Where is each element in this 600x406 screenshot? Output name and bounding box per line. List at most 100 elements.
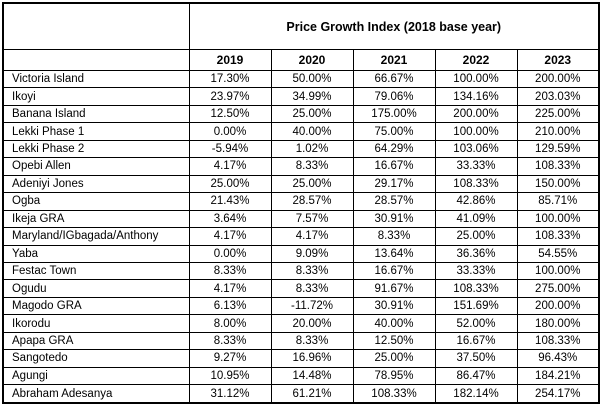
value-cell: 23.97%: [188, 87, 272, 106]
area-cell: Ikeja GRA: [2, 209, 190, 229]
value-cell: 16.96%: [270, 349, 354, 368]
value-cell: 31.12%: [188, 384, 272, 404]
value-cell: 210.00%: [516, 122, 600, 141]
value-cell: 200.00%: [516, 69, 600, 89]
value-cell: 108.33%: [434, 279, 518, 298]
value-cell: 25.00%: [434, 227, 518, 246]
value-cell: 8.33%: [352, 227, 436, 246]
value-cell: 103.06%: [434, 139, 518, 159]
value-cell: 108.33%: [352, 384, 436, 404]
area-cell: Ikorodu: [2, 314, 190, 333]
value-cell: 8.33%: [270, 261, 354, 281]
value-cell: 64.29%: [352, 139, 436, 159]
value-cell: 29.17%: [352, 174, 436, 194]
table-row: Lekki Phase 2 -5.94% 1.02% 64.29% 103.06% 12…: [2, 139, 600, 159]
area-cell: Maryland/IGbagada/Anthony: [2, 227, 190, 246]
value-cell: 129.59%: [516, 139, 600, 159]
value-cell: -5.94%: [188, 139, 272, 159]
value-cell: 85.71%: [516, 192, 600, 211]
value-cell: 108.33%: [516, 157, 600, 176]
value-cell: 52.00%: [434, 314, 518, 333]
year-header: 2020: [270, 49, 354, 71]
value-cell: 16.67%: [352, 157, 436, 176]
value-cell: 100.00%: [516, 209, 600, 229]
value-cell: 6.13%: [188, 296, 272, 316]
value-cell: 4.17%: [188, 279, 272, 298]
value-cell: 30.91%: [352, 296, 436, 316]
value-cell: 108.33%: [516, 227, 600, 246]
value-cell: 33.33%: [434, 261, 518, 281]
value-cell: 37.50%: [434, 349, 518, 368]
area-cell: Apapa GRA: [2, 331, 190, 351]
value-cell: 40.00%: [270, 122, 354, 141]
value-cell: 184.21%: [516, 366, 600, 386]
value-cell: 3.64%: [188, 209, 272, 229]
value-cell: 16.67%: [434, 331, 518, 351]
value-cell: 8.33%: [188, 331, 272, 351]
area-cell: Lekki Phase 2: [2, 139, 190, 159]
value-cell: 8.33%: [270, 279, 354, 298]
value-cell: 1.02%: [270, 139, 354, 159]
year-header: 2019: [188, 49, 272, 71]
table-row: Ogudu 4.17% 8.33% 91.67% 108.33% 275.00%: [2, 279, 600, 298]
area-cell: Festac Town: [2, 261, 190, 281]
value-cell: 20.00%: [270, 314, 354, 333]
value-cell: 41.09%: [434, 209, 518, 229]
value-cell: 34.99%: [270, 87, 354, 106]
value-cell: 96.43%: [516, 349, 600, 368]
value-cell: -11.72%: [270, 296, 354, 316]
table-row: Festac Town 8.33% 8.33% 16.67% 33.33% 100.00…: [2, 261, 600, 281]
value-cell: 9.09%: [270, 244, 354, 263]
table-row: Apapa GRA 8.33% 8.33% 12.50% 16.67% 108.33%: [2, 331, 600, 351]
value-cell: 8.33%: [188, 261, 272, 281]
value-cell: 12.50%: [352, 331, 436, 351]
table-row: Ogba 21.43% 28.57% 28.57% 42.86% 85.71%: [2, 192, 600, 211]
value-cell: 40.00%: [352, 314, 436, 333]
table-row: Yaba 0.00% 9.09% 13.64% 36.36% 54.55%: [2, 244, 600, 263]
value-cell: 100.00%: [434, 122, 518, 141]
value-cell: 182.14%: [434, 384, 518, 404]
area-cell: Opebi Allen: [2, 157, 190, 176]
value-cell: 100.00%: [516, 261, 600, 281]
table-row: Opebi Allen 4.17% 8.33% 16.67% 33.33% 108.33…: [2, 157, 600, 176]
table-row: Magodo GRA 6.13% -11.72% 30.91% 151.69% 200.…: [2, 296, 600, 316]
area-cell: Magodo GRA: [2, 296, 190, 316]
value-cell: 10.95%: [188, 366, 272, 386]
area-cell: Yaba: [2, 244, 190, 263]
value-cell: 200.00%: [516, 296, 600, 316]
value-cell: 14.48%: [270, 366, 354, 386]
value-cell: 8.33%: [270, 331, 354, 351]
table-row: Banana Island 12.50% 25.00% 175.00% 200.00%…: [2, 104, 600, 124]
value-cell: 28.57%: [352, 192, 436, 211]
table-row: Maryland/IGbagada/Anthony 4.17% 4.17% 8.33…: [2, 227, 600, 246]
value-cell: 21.43%: [188, 192, 272, 211]
value-cell: 151.69%: [434, 296, 518, 316]
year-header: 2021: [352, 49, 436, 71]
value-cell: 91.67%: [352, 279, 436, 298]
area-cell: Ogba: [2, 192, 190, 211]
value-cell: 4.17%: [270, 227, 354, 246]
value-cell: 36.36%: [434, 244, 518, 263]
value-cell: 12.50%: [188, 104, 272, 124]
table-row: Agungi 10.95% 14.48% 78.95% 86.47% 184.21%: [2, 366, 600, 386]
value-cell: 13.64%: [352, 244, 436, 263]
value-cell: 0.00%: [188, 244, 272, 263]
value-cell: 78.95%: [352, 366, 436, 386]
value-cell: 108.33%: [516, 331, 600, 351]
value-cell: 9.27%: [188, 349, 272, 368]
value-cell: 66.67%: [352, 69, 436, 89]
value-cell: 86.47%: [434, 366, 518, 386]
table-row: Ikeja GRA 3.64% 7.57% 30.91% 41.09% 100.00%: [2, 209, 600, 229]
table-row: Ikoyi 23.97% 34.99% 79.06% 134.16% 203.03%: [2, 87, 600, 106]
value-cell: 16.67%: [352, 261, 436, 281]
value-cell: 200.00%: [434, 104, 518, 124]
table-row: Abraham Adesanya 31.12% 61.21% 108.33% 182.…: [2, 384, 600, 404]
value-cell: 8.33%: [270, 157, 354, 176]
value-cell: 108.33%: [434, 174, 518, 194]
value-cell: 25.00%: [270, 104, 354, 124]
table-title: Price Growth Index (2018 base year): [188, 2, 600, 50]
year-header: 2023: [516, 49, 600, 71]
value-cell: 54.55%: [516, 244, 600, 263]
value-cell: 8.00%: [188, 314, 272, 333]
value-cell: 4.17%: [188, 157, 272, 176]
